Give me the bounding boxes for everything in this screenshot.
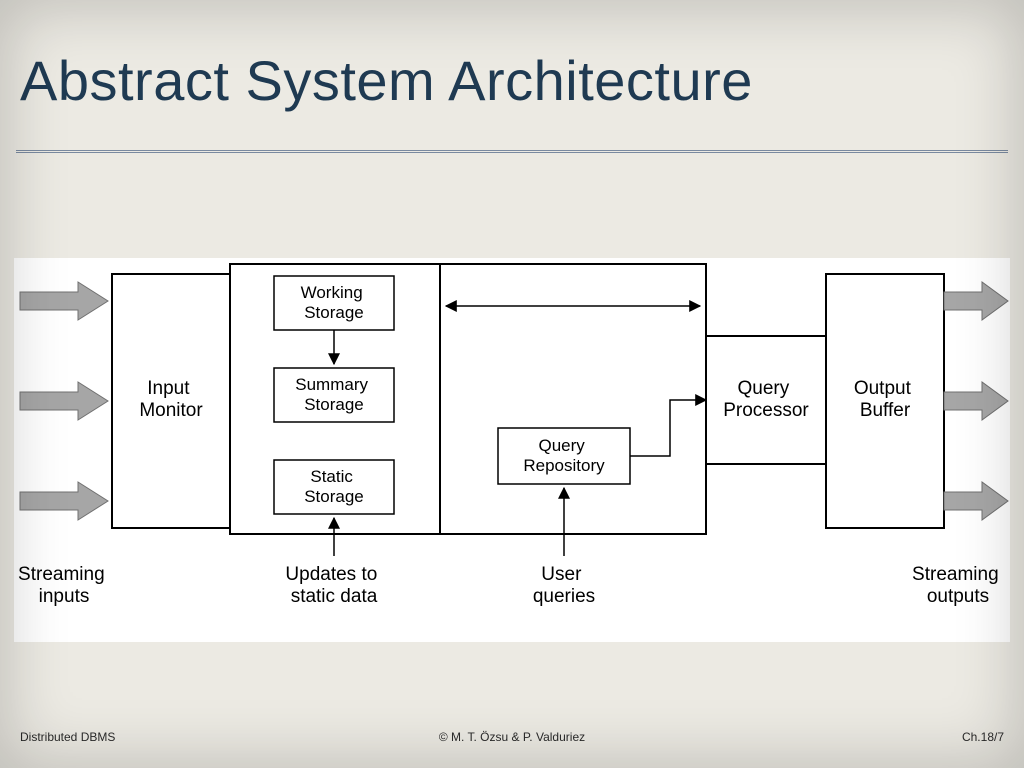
block-arrows-in bbox=[20, 282, 108, 520]
title-underline bbox=[16, 150, 1008, 153]
box-working-storage: Working Storage bbox=[274, 276, 394, 330]
footer-right: Ch.18/7 bbox=[962, 730, 1004, 744]
footer-center: © M. T. Özsu & P. Valduriez bbox=[439, 730, 585, 744]
arrow-out-1 bbox=[944, 282, 1008, 320]
svg-text:Query Repository: Query Repository bbox=[523, 436, 605, 475]
page-title: Abstract System Architecture bbox=[20, 48, 753, 113]
box-query-repository: Query Repository bbox=[498, 428, 630, 484]
arrow-repo-to-qp bbox=[630, 400, 706, 456]
svg-text:Static Storage: Static Storage bbox=[304, 467, 364, 506]
arrow-in-3 bbox=[20, 482, 108, 520]
arrow-out-3 bbox=[944, 482, 1008, 520]
slide: Abstract System Architecture Input Monit… bbox=[0, 0, 1024, 768]
arrow-out-2 bbox=[944, 382, 1008, 420]
svg-text:Working Storage: Working Storage bbox=[301, 283, 368, 322]
label-qp-1: Query bbox=[737, 378, 789, 399]
slide-footer: Distributed DBMS © M. T. Özsu & P. Valdu… bbox=[20, 730, 1004, 750]
box-static-storage: Static Storage bbox=[274, 460, 394, 514]
arrow-in-1 bbox=[20, 282, 108, 320]
connectors bbox=[334, 306, 706, 556]
svg-text:Query Processor: Query Processor bbox=[723, 378, 809, 421]
arrow-in-2 bbox=[20, 382, 108, 420]
label-input-monitor-2: Monitor bbox=[139, 400, 203, 421]
block-arrows-out bbox=[944, 282, 1008, 520]
svg-text:Summary Storage: Summary Storage bbox=[295, 375, 372, 414]
box-query-group bbox=[440, 264, 706, 534]
label-input-monitor-1: Input bbox=[147, 378, 190, 399]
label-ob-1: Output bbox=[854, 378, 912, 399]
diagram-area: Input Monitor Query Processor bbox=[14, 258, 1010, 642]
label-qp-2: Processor bbox=[723, 400, 809, 421]
label-streaming-outputs: Streaming outputs bbox=[912, 564, 1004, 607]
label-streaming-inputs: Streaming inputs bbox=[18, 564, 110, 607]
label-user-queries: User queries bbox=[533, 564, 595, 607]
footer-left: Distributed DBMS bbox=[20, 730, 115, 744]
box-input-monitor: Input Monitor bbox=[112, 274, 230, 528]
svg-text:Input Monitor: Input Monitor bbox=[139, 378, 203, 421]
external-labels: Streaming inputs Updates to static data … bbox=[18, 564, 1004, 607]
architecture-diagram: Input Monitor Query Processor bbox=[14, 258, 1010, 642]
label-ob-2: Buffer bbox=[860, 400, 911, 421]
box-query-processor: Query Processor bbox=[706, 336, 826, 464]
svg-text:Output Buffer: Output Buffer bbox=[854, 378, 916, 421]
label-updates-static: Updates to static data bbox=[285, 564, 382, 607]
box-summary-storage: Summary Storage bbox=[274, 368, 394, 422]
box-output-buffer: Output Buffer bbox=[826, 274, 944, 528]
